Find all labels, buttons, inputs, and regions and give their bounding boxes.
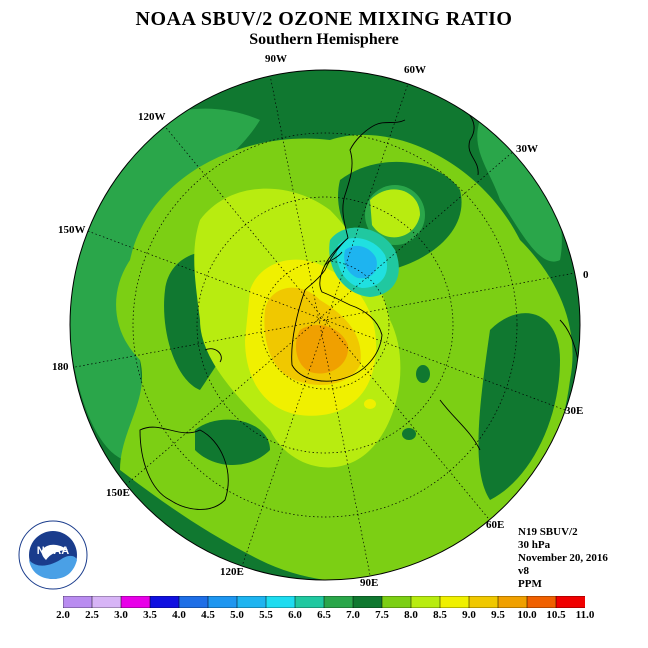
lon-label-60e: 60E — [486, 519, 504, 531]
colorbar-tick-label: 6.0 — [288, 609, 302, 621]
coastlines — [139, 104, 579, 510]
colorbar-swatch — [178, 596, 209, 608]
version-label: v8 — [518, 565, 529, 577]
colorbar-swatch — [410, 596, 441, 608]
colorbar-swatch — [120, 596, 151, 608]
colorbar-swatch — [207, 596, 238, 608]
map-subtitle: Southern Hemisphere — [249, 31, 399, 48]
colorbar-tick-label: 5.0 — [230, 609, 244, 621]
colorbar — [63, 596, 585, 608]
colorbar-tick-label: 4.5 — [201, 609, 215, 621]
field-6-5-east — [477, 120, 562, 262]
field-6-5-west — [70, 108, 260, 462]
colorbar-tick-label: 2.0 — [56, 609, 70, 621]
lon-label-90e: 90E — [360, 577, 378, 589]
colorbar-tick-label: 8.5 — [433, 609, 447, 621]
field-7-0-blob-d — [195, 419, 270, 465]
colorbar-swatch — [265, 596, 296, 608]
units-label: PPM — [518, 578, 542, 590]
latitude-circle — [196, 196, 454, 454]
colorbar-swatch — [439, 596, 470, 608]
date-label: November 20, 2016 — [518, 552, 608, 564]
meridian-60e-120w — [157, 117, 489, 519]
meridian-0-180 — [70, 271, 580, 369]
colorbar-swatch — [91, 596, 122, 608]
field-7-0-blob-a — [478, 313, 560, 500]
colorbar-swatch — [149, 596, 180, 608]
instrument-label: N19 SBUV/2 — [518, 526, 578, 538]
colorbar-swatch — [497, 596, 528, 608]
meridian-90w-90e — [269, 74, 371, 576]
pressure-level-label: 30 hPa — [518, 539, 551, 551]
colorbar-tick-label: 7.5 — [375, 609, 389, 621]
field-8-0-ne — [370, 189, 420, 238]
colorbar-tick-label: 2.5 — [85, 609, 99, 621]
lon-label-150w: 150W — [58, 224, 86, 236]
lon-label-60w: 60W — [404, 64, 426, 76]
colorbar-swatch — [555, 596, 585, 608]
colorbar-tick-label: 3.0 — [114, 609, 128, 621]
latitude-circle — [132, 132, 518, 518]
australia-coast — [139, 426, 229, 510]
colorbar-tick-label: 4.0 — [172, 609, 186, 621]
noaa-logo-text: NOAA — [37, 545, 69, 557]
noaa-logo: NOAA — [18, 520, 88, 590]
lon-label-150e: 150E — [106, 487, 130, 499]
colorbar-tick-label: 10.5 — [546, 609, 566, 621]
colorbar-swatch — [294, 596, 325, 608]
graticule — [70, 74, 580, 576]
colorbar-swatch — [526, 596, 557, 608]
field-9-5 — [295, 325, 349, 374]
map-info-block: N19 SBUV/2 30 hPa November 20, 2016 v8 P… — [518, 526, 608, 591]
lon-label-180: 180 — [52, 361, 69, 373]
colorbar-swatch — [352, 596, 383, 608]
map-title: NOAA SBUV/2 OZONE MIXING RATIO — [135, 8, 513, 30]
south-america-coast — [342, 119, 406, 239]
colorbar-tick-label: 6.5 — [317, 609, 331, 621]
colorbar-tick-label: 3.5 — [143, 609, 157, 621]
lon-label-30w: 30W — [516, 143, 538, 155]
field-7-0-dot-a — [416, 365, 430, 383]
latitude-circle — [260, 260, 390, 390]
colorbar-tick-label: 9.0 — [462, 609, 476, 621]
colorbar-swatch — [63, 596, 93, 608]
meridian-30w-150e — [119, 149, 516, 491]
colorbar-tick-label: 10.0 — [517, 609, 537, 621]
colorbar-swatch — [468, 596, 499, 608]
map-border — [69, 69, 581, 581]
colorbar-swatch — [381, 596, 412, 608]
sa-tip — [324, 251, 343, 266]
east-coast — [559, 319, 579, 361]
meridian-60w-120e — [239, 77, 411, 573]
colorbar-tick-label: 11.0 — [575, 609, 595, 621]
lon-label-30e: 30E — [565, 405, 583, 417]
nz-coast — [204, 348, 222, 363]
colorbar-tick-label: 5.5 — [259, 609, 273, 621]
colorbar-swatch — [323, 596, 354, 608]
colorbar-tick-label: 8.0 — [404, 609, 418, 621]
lon-label-90w: 90W — [265, 53, 287, 65]
field-5-0 — [344, 245, 377, 279]
field-8-5-dot — [364, 399, 376, 409]
colorbar-tick-label: 9.5 — [491, 609, 505, 621]
lon-label-120w: 120W — [138, 111, 166, 123]
field-7-0-dot-b — [402, 428, 416, 440]
antarctica-coast — [291, 237, 383, 382]
lon-label-0: 0 — [583, 269, 589, 281]
colorbar-tick-label: 7.0 — [346, 609, 360, 621]
colorbar-swatch — [236, 596, 267, 608]
lon-label-120e: 120E — [220, 566, 244, 578]
indian-coast — [439, 399, 481, 451]
